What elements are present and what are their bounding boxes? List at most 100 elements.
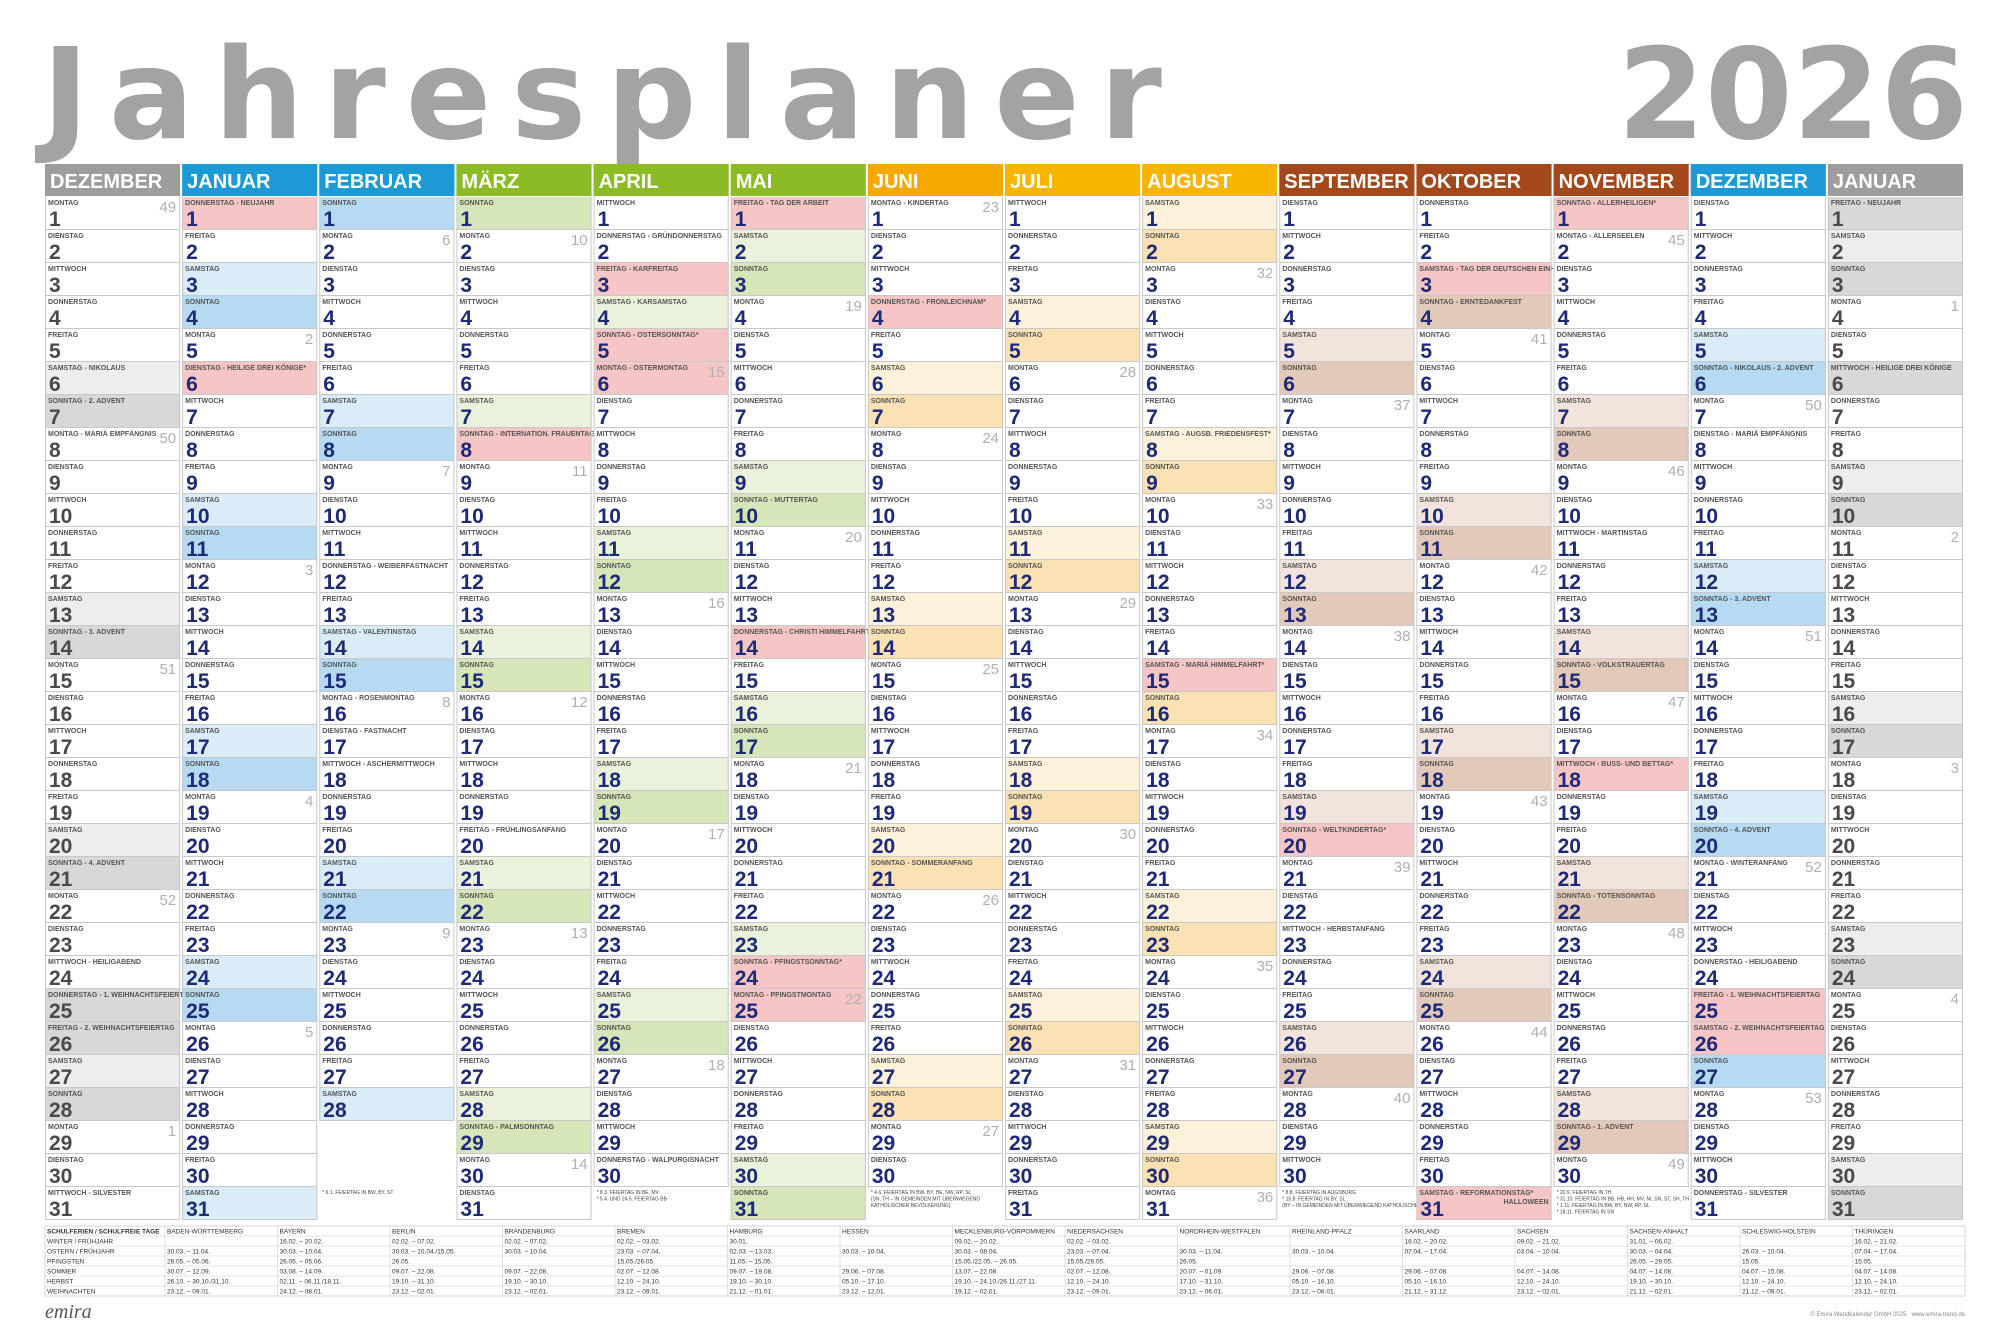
day-number: 29 bbox=[872, 1132, 895, 1155]
day-cell bbox=[1416, 395, 1552, 428]
holiday-dates: 09.07. – 22.08. bbox=[392, 1269, 436, 1276]
holiday-dates: 26.05. bbox=[392, 1259, 410, 1266]
day-cell bbox=[1827, 362, 1963, 395]
weekday-label: MONTAG bbox=[459, 926, 490, 933]
weekday-label: FREITAG bbox=[1557, 365, 1588, 372]
day-number: 23 bbox=[186, 934, 209, 957]
day-cell bbox=[593, 626, 729, 659]
day-number: 11 bbox=[1695, 538, 1718, 561]
week-number: 49 bbox=[159, 199, 176, 216]
holiday-dates: 15.05. bbox=[1742, 1259, 1760, 1266]
week-number: 4 bbox=[305, 793, 313, 810]
week-number: 37 bbox=[1394, 397, 1411, 414]
day-number: 14 bbox=[1695, 637, 1719, 660]
week-number: 29 bbox=[1119, 595, 1136, 612]
weekday-label: MITTWOCH bbox=[1831, 827, 1870, 834]
day-number: 3 bbox=[1558, 274, 1570, 297]
day-cell bbox=[319, 857, 455, 890]
day-cell bbox=[1142, 1187, 1278, 1220]
weekday-label: DONNERSTAG bbox=[1008, 464, 1058, 471]
day-number: 22 bbox=[1832, 901, 1855, 924]
day-number: 5 bbox=[1283, 340, 1295, 363]
day-number: 28 bbox=[1420, 1099, 1444, 1122]
week-number: 3 bbox=[1951, 760, 1959, 777]
day-number: 12 bbox=[49, 571, 72, 594]
day-cell bbox=[593, 923, 729, 956]
weekday-label: MONTAG bbox=[1282, 1091, 1313, 1098]
day-cell bbox=[45, 527, 181, 560]
day-number: 28 bbox=[1832, 1099, 1856, 1122]
week-number: 2 bbox=[1951, 529, 1959, 546]
day-cell bbox=[1416, 1187, 1552, 1220]
day-number: 28 bbox=[1283, 1099, 1307, 1122]
day-cell bbox=[1142, 956, 1278, 989]
day-cell bbox=[456, 461, 592, 494]
day-number: 23 bbox=[323, 934, 346, 957]
day-number: 20 bbox=[49, 835, 72, 858]
weekday-label: SAMSTAG bbox=[185, 266, 220, 273]
week-number: 19 bbox=[845, 298, 862, 315]
holiday-dates: 16.02. – 21.02. bbox=[1855, 1239, 1899, 1246]
day-number: 7 bbox=[1832, 406, 1844, 429]
month-header bbox=[182, 164, 318, 196]
holiday-dates: 30.03. – 10.04. bbox=[1292, 1249, 1336, 1256]
state-name: NIEDERSACHSEN bbox=[1067, 1229, 1123, 1236]
week-number: 1 bbox=[1951, 298, 1959, 315]
day-number: 3 bbox=[872, 274, 884, 297]
day-cell bbox=[319, 824, 455, 857]
weekday-label: SAMSTAG bbox=[597, 992, 632, 999]
week-number: 15 bbox=[708, 364, 725, 381]
weekday-label: DONNERSTAG bbox=[1419, 893, 1469, 900]
day-cell bbox=[1142, 1121, 1278, 1154]
weekday-label: SONNTAG bbox=[871, 629, 906, 636]
week-number: 38 bbox=[1394, 628, 1411, 645]
day-cell bbox=[1279, 725, 1415, 758]
day-number: 27 bbox=[1420, 1066, 1443, 1089]
day-cell bbox=[1142, 824, 1278, 857]
day-cell bbox=[182, 230, 318, 263]
day-number: 24 bbox=[323, 967, 347, 990]
weekday-label: MONTAG bbox=[459, 233, 490, 240]
holiday-dates: 13.07. – 22.08. bbox=[955, 1269, 999, 1276]
day-cell bbox=[1827, 758, 1963, 791]
day-number: 24 bbox=[872, 967, 896, 990]
day-cell bbox=[1005, 1055, 1141, 1088]
day-number: 21 bbox=[1695, 868, 1719, 891]
weekday-label: MONTAG bbox=[1694, 629, 1725, 636]
weekday-label: DIENSTAG bbox=[1419, 596, 1455, 603]
day-cell bbox=[1005, 296, 1141, 329]
state-name: HESSEN bbox=[842, 1229, 869, 1236]
weekday-label: SONNTAG bbox=[1008, 563, 1043, 570]
weekday-label: DIENSTAG bbox=[1008, 860, 1044, 867]
day-number: 7 bbox=[1146, 406, 1158, 429]
weekday-label: SONNTAG bbox=[185, 530, 220, 537]
day-number: 10 bbox=[460, 505, 483, 528]
day-cell bbox=[1142, 989, 1278, 1022]
day-cell bbox=[1827, 1121, 1963, 1154]
weekday-label: SONNTAG bbox=[1282, 365, 1317, 372]
day-cell bbox=[1690, 857, 1826, 890]
weekday-label: SAMSTAG bbox=[459, 860, 494, 867]
weekday-label: SONNTAG bbox=[734, 728, 769, 735]
month-header bbox=[456, 164, 592, 196]
day-cell bbox=[1690, 692, 1826, 725]
day-number: 20 bbox=[1695, 835, 1718, 858]
weekday-label: DIENSTAG bbox=[459, 1190, 495, 1197]
weekday-label: MONTAG bbox=[1419, 1025, 1450, 1032]
day-number: 23 bbox=[1420, 934, 1443, 957]
day-cell bbox=[1553, 758, 1689, 791]
weekday-label: MITTWOCH - HEILIGABEND bbox=[48, 959, 141, 966]
weekday-label: MONTAG bbox=[1557, 464, 1588, 471]
weekday-label: SONNTAG bbox=[1008, 332, 1043, 339]
day-number: 1 bbox=[323, 208, 335, 231]
day-number: 25 bbox=[1009, 1000, 1033, 1023]
day-cell bbox=[1827, 1055, 1963, 1088]
day-number: 6 bbox=[1146, 373, 1158, 396]
weekday-label: SAMSTAG bbox=[734, 464, 769, 471]
month-header bbox=[730, 164, 866, 196]
weekday-label: MITTWOCH bbox=[185, 1091, 224, 1098]
weekday-label: DIENSTAG bbox=[1419, 365, 1455, 372]
day-number: 16 bbox=[49, 703, 72, 726]
weekday-label: SAMSTAG - 2. WEIHNACHTSFEIERTAG bbox=[1694, 1025, 1825, 1032]
state-name: BADEN-WÜRTTEMBERG bbox=[167, 1228, 243, 1236]
